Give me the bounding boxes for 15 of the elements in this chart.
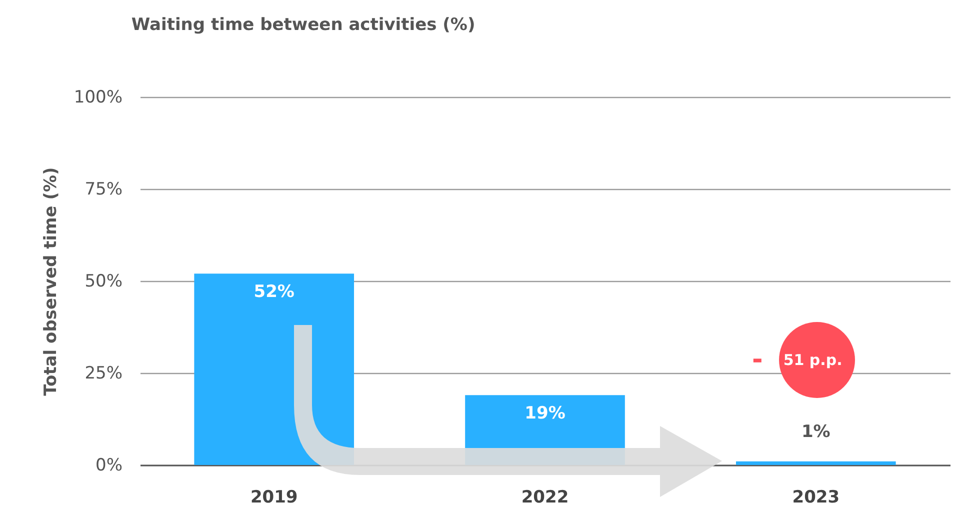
y-tick-label: 25% [84,364,122,384]
bar [736,461,896,465]
y-tick-label: 0% [96,456,122,476]
x-tick-label: 2022 [521,488,569,508]
y-tick-label: 75% [84,180,122,200]
chart-title: Waiting time between activities (%) [131,15,476,35]
y-axis-title: Total observed time (%) [40,167,61,396]
x-tick-label: 2023 [792,488,840,508]
data-label: 52% [254,282,294,302]
data-label: 1% [801,422,830,442]
x-tick-label: 2019 [250,488,298,508]
y-tick-label: 50% [84,272,122,292]
y-tick-label: 100% [74,88,122,108]
data-label: 19% [524,403,566,424]
annotation: - 51 p.p. [752,344,844,377]
